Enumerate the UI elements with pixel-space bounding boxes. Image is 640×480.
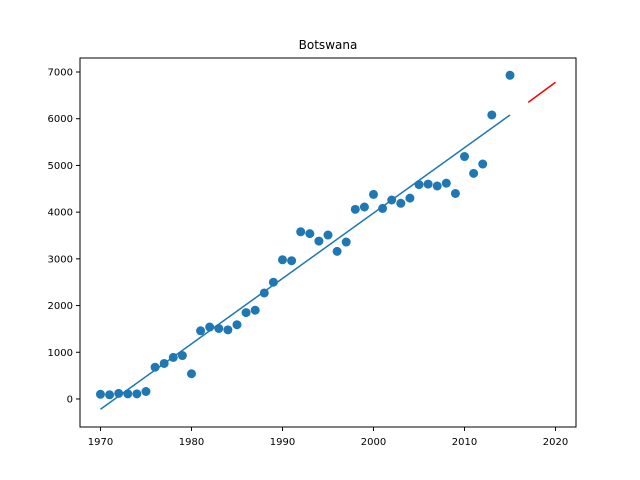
chart-title: Botswana (299, 38, 358, 52)
data-point (95, 389, 105, 399)
x-tick-label: 1970 (88, 437, 113, 448)
data-point (123, 389, 133, 399)
data-point (305, 229, 315, 239)
y-tick-label: 4000 (48, 208, 73, 219)
data-point (378, 203, 388, 213)
data-point (369, 189, 379, 199)
data-point (186, 369, 196, 379)
x-tick-label: 2020 (543, 437, 568, 448)
data-point (323, 230, 333, 240)
y-tick-label: 0 (67, 394, 73, 405)
data-point (314, 236, 324, 246)
y-tick-label: 6000 (48, 114, 73, 125)
data-point (414, 180, 424, 190)
x-tick-label: 2000 (361, 437, 386, 448)
data-point (341, 237, 351, 247)
data-point (141, 387, 151, 397)
data-point (232, 320, 242, 330)
y-tick-label: 1000 (48, 348, 73, 359)
data-point (441, 178, 451, 188)
data-point (478, 159, 488, 169)
data-point (396, 198, 406, 208)
x-tick-label: 1990 (270, 437, 295, 448)
x-tick-label: 2010 (452, 437, 477, 448)
y-tick-label: 3000 (48, 254, 73, 265)
data-point (177, 351, 187, 361)
data-point (114, 388, 124, 398)
data-point (350, 204, 360, 214)
data-point (196, 326, 206, 336)
data-point (150, 362, 160, 372)
data-point (505, 70, 515, 80)
plot-frame (79, 57, 577, 428)
data-point (241, 308, 251, 318)
data-point (214, 323, 224, 333)
data-point (487, 110, 497, 120)
data-point (296, 227, 306, 237)
projection-line (527, 81, 556, 103)
data-point (132, 389, 142, 399)
data-point (450, 188, 460, 198)
data-point (332, 246, 342, 256)
data-point (287, 256, 297, 266)
data-point (250, 305, 260, 315)
data-point (105, 390, 115, 400)
data-point (223, 325, 233, 335)
y-tick-label: 7000 (48, 68, 73, 79)
y-tick-label: 5000 (48, 161, 73, 172)
data-point (359, 202, 369, 212)
data-point (460, 152, 470, 162)
data-point (268, 277, 278, 287)
data-point (277, 255, 287, 265)
x-tick-label: 1980 (179, 437, 204, 448)
data-point (405, 193, 415, 203)
fit-line (100, 114, 511, 410)
y-tick-label: 2000 (48, 301, 73, 312)
data-point (432, 181, 442, 191)
data-point (469, 168, 479, 178)
data-point (423, 179, 433, 189)
